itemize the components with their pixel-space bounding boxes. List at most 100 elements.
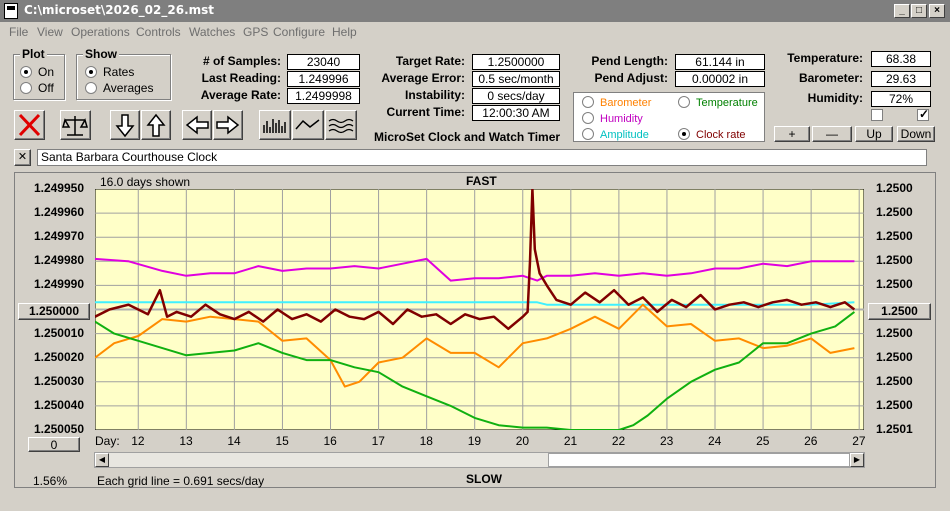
radio-unchecked-icon — [582, 96, 594, 108]
temperature-label: Temperature: — [787, 51, 863, 65]
menu-help[interactable]: Help — [332, 25, 357, 39]
menu-bar: File View Operations Controls Watches GP… — [0, 22, 950, 42]
plot-off-label: Off — [38, 81, 54, 95]
x-tick-label: 26 — [804, 434, 818, 448]
menu-view[interactable]: View — [37, 25, 63, 39]
right-center-value-button[interactable]: 1.2500 — [868, 303, 931, 320]
pend-adjust-label: Pend Adjust: — [594, 71, 668, 85]
y-tick-label: 1.249980 — [33, 253, 84, 268]
up-button[interactable]: Up — [855, 126, 893, 142]
line-chart-icon — [295, 119, 320, 130]
amplitude-radio[interactable]: Amplitude — [582, 128, 649, 141]
radio-checked-icon — [20, 66, 32, 78]
x-tick-label: 18 — [419, 434, 433, 448]
clock-rate-radio[interactable]: Clock rate — [678, 128, 746, 141]
menu-controls[interactable]: Controls — [136, 25, 181, 39]
radio-unchecked-icon — [20, 82, 32, 94]
clock-name-field[interactable]: Santa Barbara Courthouse Clock — [37, 149, 927, 166]
scroll-left-icon[interactable]: ◀ — [95, 453, 109, 467]
horizontal-scrollbar[interactable]: ◀ ▶ — [94, 452, 865, 468]
pend-adjust-field[interactable]: 0.00002 in — [675, 71, 765, 87]
x-tick-label: 22 — [611, 434, 626, 448]
stop-button[interactable] — [14, 110, 45, 140]
show-averages-radio[interactable]: Averages — [85, 81, 153, 95]
pend-length-field[interactable]: 61.144 in — [675, 54, 765, 70]
y-tick-label: 1.250040 — [33, 397, 84, 412]
bar-chart-icon — [263, 119, 286, 133]
bar-chart-button[interactable] — [259, 110, 291, 140]
auto-checkbox-1[interactable] — [871, 109, 883, 121]
zero-button[interactable]: 0 — [28, 437, 80, 452]
menu-configure[interactable]: Configure — [273, 25, 326, 39]
up-arrow-icon — [146, 113, 166, 137]
barometer-radio-label: Barometer — [600, 97, 652, 109]
down-button[interactable]: Down — [897, 126, 935, 142]
wave-chart-button[interactable] — [325, 110, 357, 140]
temperature-radio[interactable]: Temperature — [678, 96, 758, 109]
plus-button[interactable]: + — [774, 126, 810, 142]
samples-label: # of Samples: — [202, 54, 281, 68]
plot-on-label: On — [38, 65, 55, 79]
line-chart-button[interactable] — [292, 110, 324, 140]
auto-checkbox-2[interactable] — [917, 107, 929, 121]
barometer-series-line — [95, 303, 855, 388]
x-tick-label: 17 — [371, 434, 385, 448]
amplitude-series-line — [95, 301, 855, 306]
center-value-button[interactable]: 1.250000 — [18, 303, 90, 320]
minus-button[interactable]: — — [812, 126, 852, 142]
barometer-field: 29.63 — [871, 71, 931, 87]
y-tick-label: 1.250020 — [33, 349, 84, 364]
show-group: Show Rates Averages — [76, 47, 171, 100]
menu-operations[interactable]: Operations — [71, 25, 130, 39]
plot-off-radio[interactable]: Off — [20, 81, 54, 95]
grid-note: Each grid line = 0.691 secs/day — [97, 474, 265, 488]
average-error-field: 0.5 sec/month — [472, 71, 560, 87]
menu-gps[interactable]: GPS — [243, 25, 269, 39]
right-tick-label: 1.2500 — [876, 181, 913, 195]
down-arrow-button[interactable] — [110, 110, 140, 140]
red-x-icon — [18, 113, 41, 137]
up-arrow-button[interactable] — [141, 110, 171, 140]
humidity-label: Humidity: — [807, 91, 863, 105]
clock-rate-series-line — [95, 189, 856, 331]
x-tick-label: 25 — [756, 434, 770, 448]
right-arrow-button[interactable] — [213, 110, 243, 140]
last-reading-label: Last Reading: — [201, 71, 281, 85]
barometer-radio[interactable]: Barometer — [582, 96, 651, 109]
plot-on-radio[interactable]: On — [20, 65, 54, 79]
percent-label: 1.56% — [33, 474, 68, 488]
target-rate-label: Target Rate: — [395, 54, 465, 68]
y-tick-label: 1.250050 — [33, 422, 84, 436]
rate-chart — [95, 189, 864, 430]
amplitude-radio-label: Amplitude — [600, 129, 649, 141]
right-tick-label: 1.2500 — [876, 277, 913, 292]
current-time-label: Current Time: — [386, 105, 465, 119]
x-tick-label: 23 — [659, 434, 674, 448]
maximize-button[interactable]: □ — [911, 4, 927, 18]
average-rate-label: Average Rate: — [200, 88, 281, 102]
menu-watches[interactable]: Watches — [189, 25, 236, 39]
close-window-button[interactable]: × — [929, 4, 945, 18]
humidity-radio[interactable]: Humidity — [582, 112, 643, 125]
right-tick-label: 1.2500 — [876, 349, 913, 364]
x-tick-label: 12 — [131, 434, 145, 448]
scroll-thumb[interactable] — [548, 453, 850, 467]
right-tick-label: 1.2500 — [876, 325, 913, 340]
app-icon[interactable] — [4, 3, 18, 19]
instability-label: Instability: — [404, 88, 465, 102]
minimize-button[interactable]: _ — [894, 4, 910, 18]
right-tick-label: 1.2501 — [876, 422, 913, 436]
x-tick-label: 16 — [323, 434, 337, 448]
app-caption: MicroSet Clock and Watch Timer — [374, 130, 561, 144]
menu-file[interactable]: File — [9, 25, 29, 39]
x-tick-label: 27 — [852, 434, 866, 448]
target-rate-field[interactable]: 1.2500000 — [472, 54, 560, 70]
title-bar: C:\microset\2026_02_26.mst _ □ × — [0, 0, 950, 22]
balance-button[interactable] — [60, 110, 91, 140]
scroll-right-icon[interactable]: ▶ — [850, 453, 864, 467]
left-arrow-button[interactable] — [182, 110, 212, 140]
x-tick-label: 24 — [708, 434, 722, 448]
clear-name-button[interactable]: ✕ — [14, 149, 31, 166]
humidity-radio-label: Humidity — [600, 113, 643, 125]
show-rates-radio[interactable]: Rates — [85, 65, 134, 79]
